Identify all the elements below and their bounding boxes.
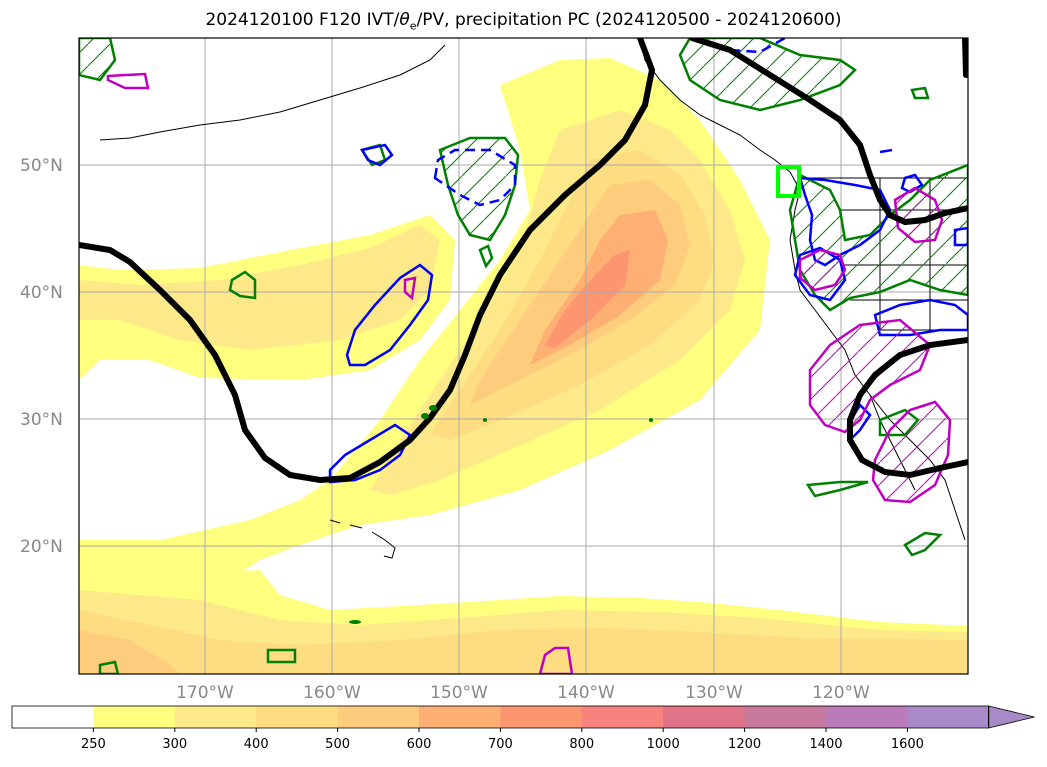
colorbar-tick-label: 500 — [325, 737, 350, 752]
colorbar-segment — [826, 706, 908, 728]
magenta-ca — [798, 248, 847, 292]
colorbar-segment — [256, 706, 339, 728]
colorbar-tick-label: 1400 — [809, 737, 842, 752]
precip-green-sw2 — [805, 480, 869, 498]
lon-label: 140°W — [557, 683, 615, 703]
colorbar-tick-label: 800 — [569, 737, 594, 752]
theta-blue-e — [953, 226, 968, 247]
pv-ne-line — [962, 38, 968, 78]
hawaii-islands — [329, 519, 396, 559]
precip-green-ak — [910, 86, 930, 100]
colorbar-segment — [93, 706, 176, 728]
colorbar-segment — [744, 706, 827, 728]
precip-green-sw3 — [903, 531, 943, 557]
lat-label: 40°N — [20, 283, 63, 303]
pv-bc-line — [689, 38, 968, 226]
ivt-filled-contours — [79, 58, 968, 674]
colorbar-tick-label: 1600 — [891, 737, 924, 752]
colorbar-tick-label: 1000 — [647, 737, 680, 752]
precip-green-hi — [266, 648, 297, 664]
precip-green-sw4 — [98, 660, 120, 674]
small-islands — [349, 405, 653, 624]
colorbar-tick-label: 400 — [244, 737, 269, 752]
colorbar-segment — [419, 706, 501, 728]
magenta-mx — [871, 400, 952, 504]
magenta-id — [893, 186, 944, 244]
magenta-sw — [808, 318, 932, 434]
colorbar-tick-label: 700 — [488, 737, 513, 752]
lon-label: 130°W — [685, 683, 743, 703]
ivt-band-400-south — [79, 610, 968, 674]
lat-label: 20°N — [20, 537, 63, 557]
precip-green-gulf — [438, 136, 520, 242]
magenta-small — [403, 276, 417, 301]
colorbar-extend-arrow — [988, 705, 1035, 729]
magenta-nw — [106, 72, 150, 90]
lat-label: 30°N — [20, 410, 63, 430]
colorbar-tick-label: 250 — [81, 737, 106, 752]
theta-blue-dashed-gulf — [433, 148, 517, 207]
lon-label: 120°W — [812, 683, 870, 703]
map-plot-area — [79, 38, 968, 674]
colorbar-tick-label: 300 — [162, 737, 187, 752]
lon-label: 160°W — [303, 683, 361, 703]
colorbar-segment — [663, 706, 746, 728]
colorbar-tick-label: 1200 — [728, 737, 761, 752]
colorbar-segment — [174, 706, 257, 728]
theta-blue-mid — [345, 263, 434, 367]
magenta-south — [538, 646, 574, 674]
lat-tick-labels: 50°N 40°N 30°N 20°N — [20, 156, 63, 557]
lon-label: 170°W — [176, 683, 234, 703]
theta-blue-nw — [360, 143, 394, 167]
colorbar-segment — [581, 706, 664, 728]
highlight-box — [776, 165, 801, 198]
lon-label: 150°W — [430, 683, 488, 703]
pv-contours — [79, 38, 968, 484]
precip-green-nw — [79, 38, 117, 82]
ivt-band-700 — [545, 250, 630, 348]
colorbar-segment — [12, 706, 94, 728]
colorbar-segment — [337, 706, 420, 728]
pv-sw-line — [847, 337, 968, 479]
map-frame — [78, 37, 969, 675]
aleutian-islands — [99, 44, 446, 141]
colorbar: 250 300 400 500 600 700 800 1000 1200 1400 1600 — [11, 705, 1035, 752]
precip-green-small1 — [228, 270, 257, 300]
lat-label: 50°N — [20, 156, 63, 176]
precip-magenta-contours — [106, 72, 952, 674]
map-title: 2024120100 F120 IVT/θe/PV, precipitation… — [205, 10, 842, 33]
pv-main-line — [79, 38, 656, 484]
lon-tick-labels: 170°W 160°W 150°W 140°W 130°W 120°W — [176, 683, 870, 703]
colorbar-tick-label: 600 — [407, 737, 432, 752]
theta-blue-pnw — [798, 176, 892, 267]
precip-green-small2 — [478, 244, 494, 269]
colorbar-segment — [907, 706, 990, 728]
colorbar-segment — [500, 706, 583, 728]
ivt-band-300 — [79, 225, 440, 350]
